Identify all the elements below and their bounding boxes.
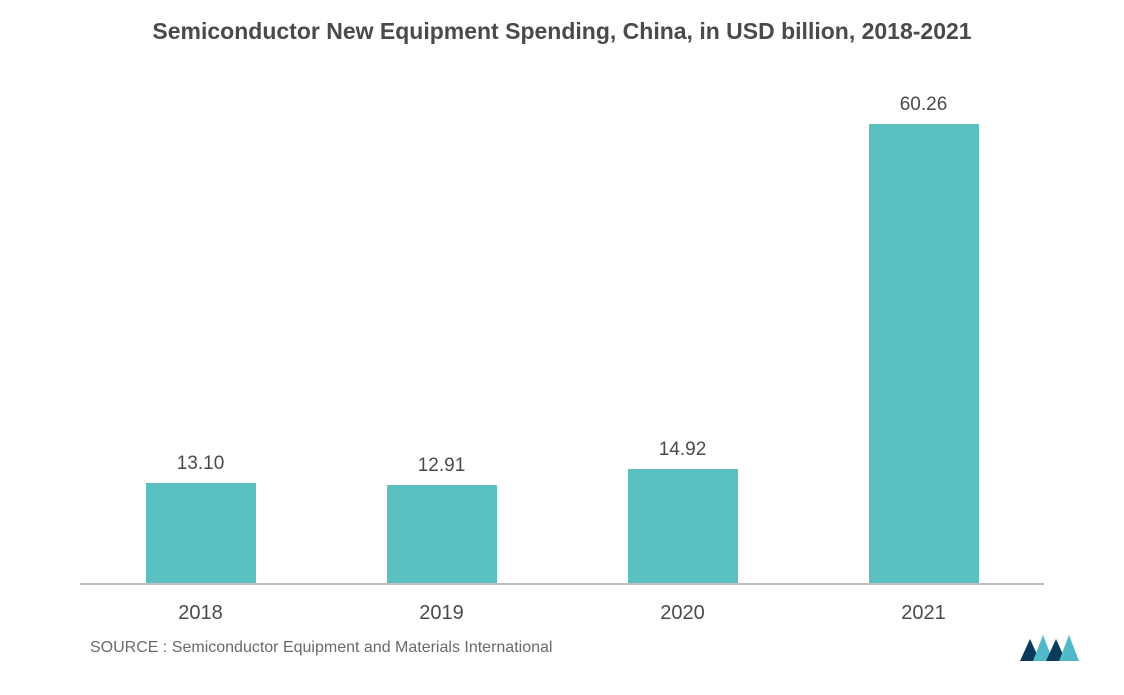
x-label: 2018 [80,602,321,625]
bar-2018 [146,483,256,583]
bar-group: 14.92 [562,90,803,583]
mordor-logo-icon [1018,631,1084,667]
bar-2020 [628,469,738,583]
bar-value-label: 60.26 [900,94,948,116]
x-axis-labels: 2018 2019 2020 2021 [80,602,1044,625]
x-label: 2021 [803,602,1044,625]
x-label: 2019 [321,602,562,625]
bars-container: 13.10 12.91 14.92 60.26 [80,90,1044,583]
bar-2019 [387,485,497,583]
bar-value-label: 13.10 [177,453,225,475]
bar-group: 60.26 [803,90,1044,583]
bar-value-label: 14.92 [659,439,707,461]
bar-value-label: 12.91 [418,455,466,477]
chart-plot-area: 13.10 12.91 14.92 60.26 [80,90,1044,585]
bar-group: 13.10 [80,90,321,583]
x-label: 2020 [562,602,803,625]
chart-title: Semiconductor New Equipment Spending, Ch… [0,0,1124,45]
bar-group: 12.91 [321,90,562,583]
source-text: SOURCE : Semiconductor Equipment and Mat… [90,639,552,657]
bar-2021 [869,124,979,583]
